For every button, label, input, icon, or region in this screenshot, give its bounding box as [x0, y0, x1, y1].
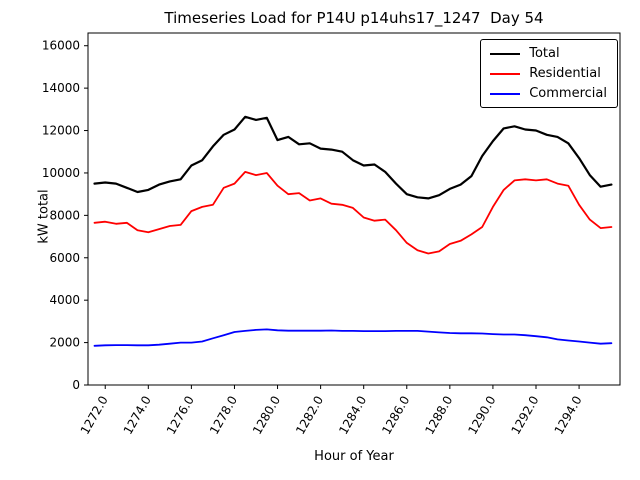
y-tick-label: 10000 [42, 166, 80, 180]
y-tick-label: 16000 [42, 39, 80, 53]
commercial-line-swatch [490, 92, 521, 95]
residential-line-swatch [490, 72, 521, 75]
x-tick-label: 1292.0 [508, 394, 541, 437]
total-line-swatch [490, 52, 521, 55]
y-tick-label: 12000 [42, 124, 80, 138]
x-tick-label: 1276.0 [164, 394, 197, 437]
axes-frame [87, 32, 621, 386]
series-line-residential [93, 170, 613, 255]
legend-item-commercial: Commercial [490, 87, 607, 100]
y-tick-label: 6000 [49, 251, 80, 265]
y-tick-label: 2000 [49, 336, 80, 350]
series-line-commercial [93, 328, 613, 347]
x-tick-label: 1286.0 [379, 394, 412, 437]
chart-title: Timeseries Load for P14U p14uhs17_1247 D… [164, 9, 544, 27]
x-tick-label: 1272.0 [78, 394, 111, 437]
y-tick-label: 4000 [49, 293, 80, 307]
legend-label-commercial: Commercial [529, 86, 607, 101]
y-axis-label: kW total [36, 189, 52, 244]
legend-label-residential: Residential [529, 66, 601, 81]
y-tick-label: 14000 [42, 81, 80, 95]
y-tick-label: 0 [72, 378, 80, 392]
x-tick-label: 1278.0 [207, 394, 240, 437]
legend-label-total: Total [529, 46, 560, 61]
x-tick-label: 1294.0 [552, 394, 585, 437]
legend-item-residential: Residential [490, 67, 607, 80]
x-tick-label: 1288.0 [422, 394, 455, 437]
x-tick-label: 1284.0 [336, 394, 369, 437]
series-line-total [93, 115, 613, 200]
x-axis-label: Hour of Year [314, 449, 394, 464]
x-tick-label: 1280.0 [250, 394, 283, 437]
x-tick-label: 1290.0 [465, 394, 498, 437]
legend: Total Residential Commercial [480, 39, 618, 108]
x-tick-label: 1274.0 [121, 394, 154, 437]
legend-item-total: Total [490, 47, 607, 60]
x-tick-label: 1282.0 [293, 394, 326, 437]
y-tick-label: 8000 [49, 208, 80, 222]
